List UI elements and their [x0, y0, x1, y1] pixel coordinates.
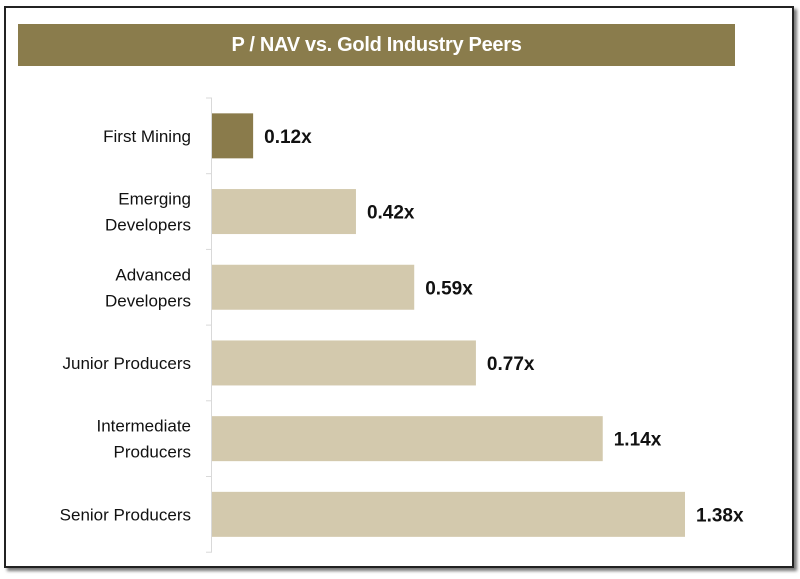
bar-5 [212, 491, 685, 537]
category-label-0: First Mining [103, 127, 191, 146]
bar-0 [212, 113, 254, 159]
category-label-3: Junior Producers [62, 354, 191, 373]
category-label-1: Developers [105, 216, 191, 235]
data-label-4: 1.14x [614, 430, 662, 451]
category-label-5: Senior Producers [60, 505, 191, 524]
bar-2 [212, 264, 415, 310]
data-label-1: 0.42x [367, 203, 415, 224]
bar-3 [212, 340, 476, 386]
bar-4 [212, 416, 603, 462]
category-label-2: Advanced [115, 265, 191, 284]
data-label-5: 1.38x [696, 505, 744, 526]
chart-title: P / NAV vs. Gold Industry Peers [18, 24, 735, 66]
category-label-4: Producers [114, 443, 191, 462]
data-label-0: 0.12x [264, 127, 312, 148]
bar-1 [212, 189, 356, 235]
category-label-2: Developers [105, 291, 191, 310]
data-label-2: 0.59x [425, 278, 473, 299]
category-label-4: Intermediate [97, 417, 192, 436]
category-label-1: Emerging [118, 190, 191, 209]
data-label-3: 0.77x [487, 354, 535, 375]
